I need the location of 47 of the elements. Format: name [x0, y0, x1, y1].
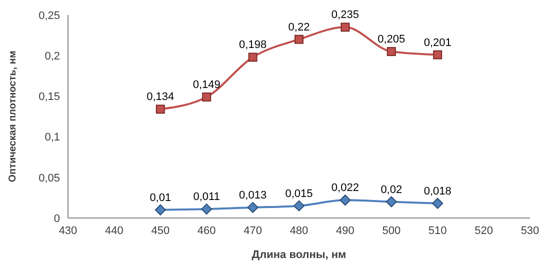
x-axis-title: Длина волны, нм — [252, 249, 346, 261]
point — [202, 92, 212, 102]
point — [340, 22, 350, 32]
x-tick-label: 450 — [151, 224, 170, 237]
y-tick-label: 0 — [54, 212, 60, 225]
data-label: 0,205 — [378, 34, 406, 46]
x-tick-label: 460 — [197, 224, 216, 237]
x-tick-label: 530 — [520, 224, 540, 237]
data-label: 0,011 — [193, 191, 220, 204]
point — [201, 204, 212, 215]
data-label: 0,022 — [331, 182, 359, 194]
point — [386, 47, 396, 56]
y-tick-label: 0,25 — [38, 10, 60, 22]
y-tick-label: 0,1 — [44, 132, 60, 144]
x-tick-label: 520 — [474, 224, 493, 237]
x-tick-label: 480 — [290, 224, 308, 237]
data-label: 0,015 — [285, 188, 313, 200]
x-tick-label: 490 — [336, 224, 354, 237]
y-tick-label: 0,05 — [38, 172, 60, 184]
point — [433, 50, 442, 60]
point — [294, 34, 304, 44]
x-tick-label: 470 — [244, 224, 262, 237]
x-tick-label: 440 — [105, 224, 124, 237]
data-label: 0,235 — [331, 9, 359, 22]
point — [294, 200, 304, 212]
y-tick-label: 0,2 — [44, 50, 60, 63]
data-label: 0,149 — [192, 79, 220, 92]
data-label: 0,01 — [150, 192, 172, 204]
x-tick-label: 510 — [428, 224, 447, 237]
point — [386, 196, 397, 208]
point — [247, 202, 258, 213]
point — [154, 204, 166, 216]
data-label: 0,22 — [288, 21, 310, 34]
x-tick-label: 500 — [382, 224, 401, 237]
point — [340, 194, 351, 206]
data-label: 0,013 — [239, 189, 267, 202]
data-label: 0,198 — [239, 39, 267, 52]
y-tick-label: 0,15 — [38, 91, 60, 104]
data-label: 0,201 — [424, 36, 452, 49]
point — [156, 104, 165, 114]
data-label: 0,134 — [146, 91, 174, 104]
point — [432, 198, 444, 209]
data-label: 0,02 — [380, 184, 402, 196]
x-tick-label: 430 — [58, 224, 78, 237]
y-axis-title: Оптическая плотность, нм — [8, 50, 19, 182]
data-label: 0,018 — [424, 185, 452, 198]
point — [248, 52, 258, 62]
